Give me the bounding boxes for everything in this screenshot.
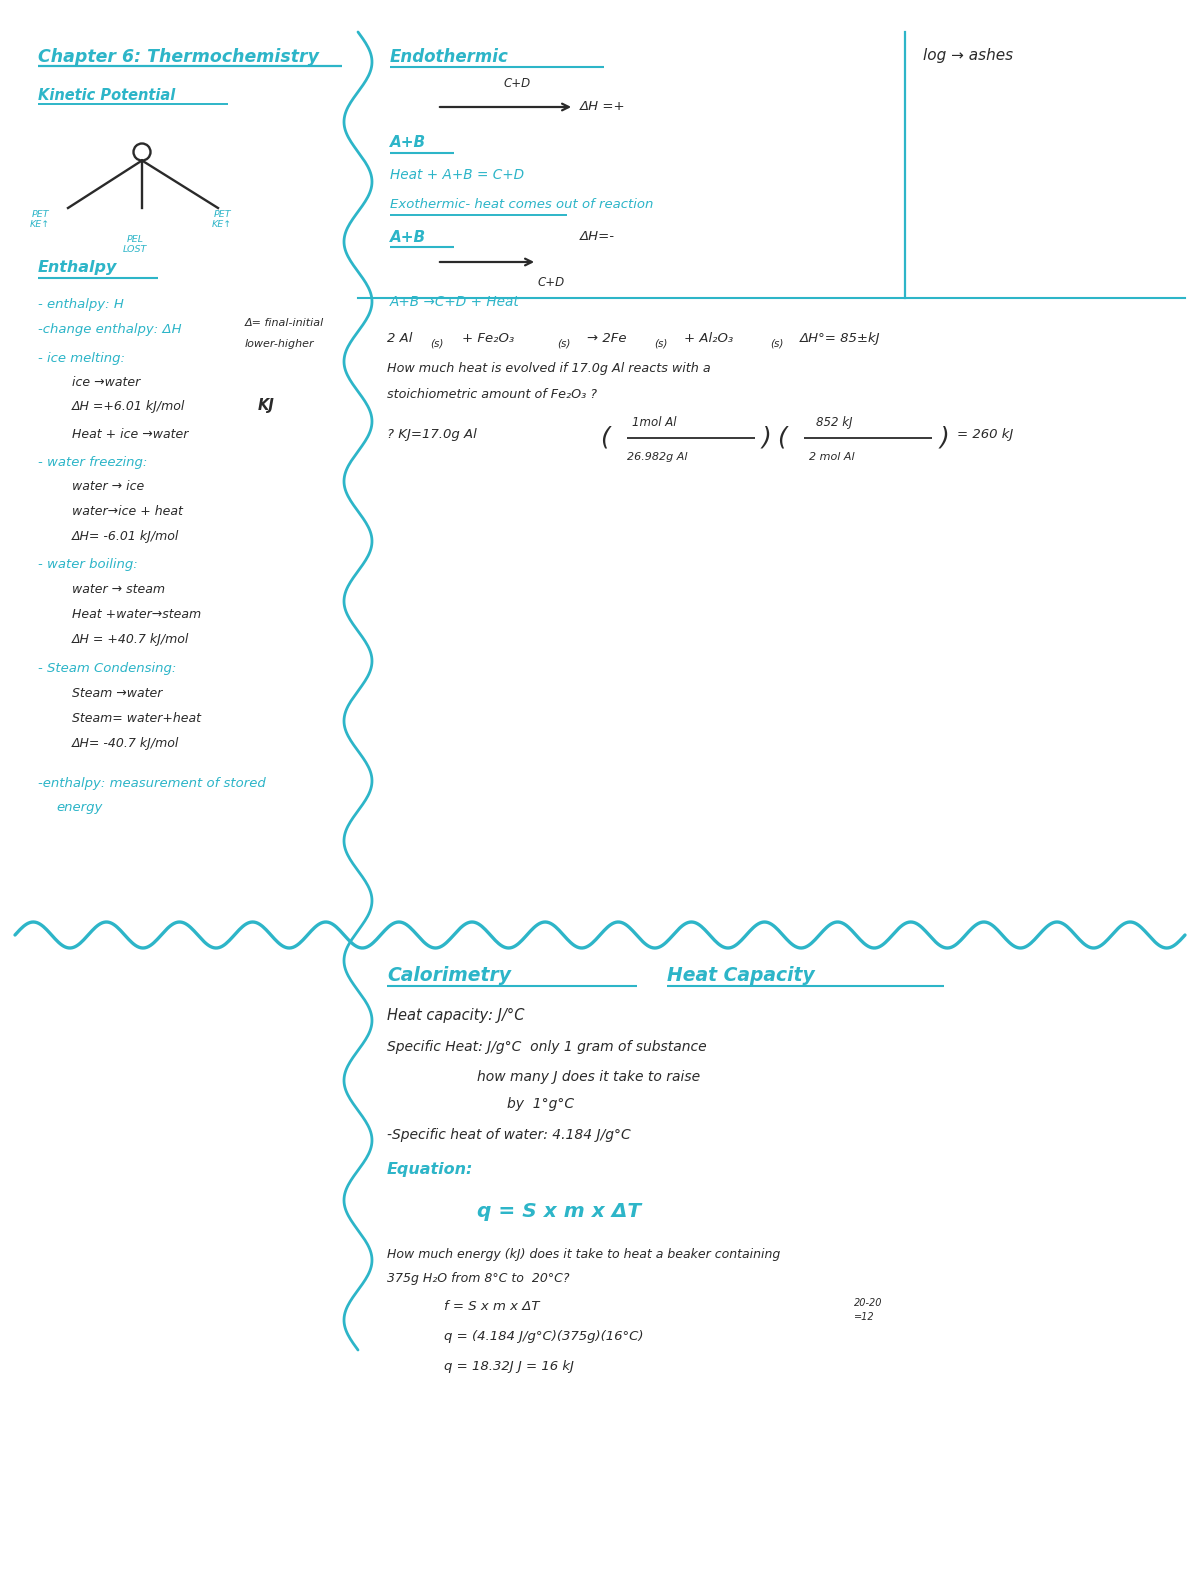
- Text: C+D: C+D: [538, 276, 564, 289]
- Text: PET
KE↑: PET KE↑: [212, 210, 232, 229]
- Text: (s): (s): [557, 339, 570, 349]
- Text: stoichiometric amount of Fe₂O₃ ?: stoichiometric amount of Fe₂O₃ ?: [386, 388, 598, 400]
- Text: A+B: A+B: [390, 229, 426, 245]
- Text: -change enthalpy: ΔH: -change enthalpy: ΔH: [38, 323, 181, 336]
- Text: C+D: C+D: [504, 77, 532, 89]
- Text: Enthalpy: Enthalpy: [38, 261, 118, 275]
- Text: (: (: [778, 425, 787, 451]
- Text: KJ: KJ: [258, 399, 275, 413]
- Text: Steam →water: Steam →water: [72, 688, 162, 700]
- Text: ): ): [762, 425, 772, 451]
- Text: Heat +water→steam: Heat +water→steam: [72, 608, 202, 622]
- Text: ΔH =+6.01 kJ/mol: ΔH =+6.01 kJ/mol: [72, 400, 185, 413]
- Text: Calorimetry: Calorimetry: [386, 966, 511, 984]
- Text: PET
KE↑: PET KE↑: [30, 210, 50, 229]
- Text: ΔH = +40.7 kJ/mol: ΔH = +40.7 kJ/mol: [72, 633, 190, 645]
- Text: = 260 kJ: = 260 kJ: [958, 429, 1013, 441]
- Text: - enthalpy: H: - enthalpy: H: [38, 298, 124, 311]
- Text: Δ= final-initial: Δ= final-initial: [245, 319, 324, 328]
- Text: energy: energy: [56, 801, 102, 813]
- Text: A+B: A+B: [390, 135, 426, 151]
- Text: A+B →C+D + Heat: A+B →C+D + Heat: [390, 295, 520, 309]
- Text: 1mol Al: 1mol Al: [632, 416, 677, 429]
- Text: Steam= water+heat: Steam= water+heat: [72, 713, 202, 725]
- Text: lower-higher: lower-higher: [245, 339, 314, 349]
- Text: + Fe₂O₃: + Fe₂O₃: [462, 331, 515, 345]
- Text: 26.982g Al: 26.982g Al: [628, 452, 688, 462]
- Text: log → ashes: log → ashes: [923, 49, 1013, 63]
- Text: =12: =12: [854, 1313, 875, 1322]
- Text: ): ): [940, 425, 949, 451]
- Text: 852 kJ: 852 kJ: [816, 416, 852, 429]
- Text: (s): (s): [770, 339, 784, 349]
- Text: → 2Fe: → 2Fe: [587, 331, 626, 345]
- Text: ice →water: ice →water: [72, 375, 140, 389]
- Text: (: (: [600, 425, 610, 451]
- Text: ? KJ=17.0g Al: ? KJ=17.0g Al: [386, 429, 476, 441]
- Text: 20-20: 20-20: [854, 1298, 882, 1308]
- Text: water → ice: water → ice: [72, 480, 144, 493]
- Text: Heat + A+B = C+D: Heat + A+B = C+D: [390, 168, 524, 182]
- Text: 2 Al: 2 Al: [386, 331, 413, 345]
- Text: PEL
LOST: PEL LOST: [122, 236, 148, 254]
- Text: - water boiling:: - water boiling:: [38, 557, 138, 571]
- Text: How much energy (kJ) does it take to heat a beaker containing: How much energy (kJ) does it take to hea…: [386, 1248, 780, 1261]
- Text: 375g H₂O from 8°C to  20°C?: 375g H₂O from 8°C to 20°C?: [386, 1272, 570, 1284]
- Text: q = S x m x ΔT: q = S x m x ΔT: [476, 1203, 641, 1221]
- Text: Kinetic Potential: Kinetic Potential: [38, 88, 175, 104]
- Text: - Steam Condensing:: - Steam Condensing:: [38, 663, 176, 675]
- Text: How much heat is evolved if 17.0g Al reacts with a: How much heat is evolved if 17.0g Al rea…: [386, 363, 710, 375]
- Text: Specific Heat: J/g°C  only 1 gram of substance: Specific Heat: J/g°C only 1 gram of subs…: [386, 1039, 707, 1053]
- Text: how many J does it take to raise: how many J does it take to raise: [476, 1071, 700, 1083]
- Text: by  1°g°C: by 1°g°C: [508, 1097, 574, 1112]
- Text: Equation:: Equation:: [386, 1162, 473, 1178]
- Text: -Specific heat of water: 4.184 J/g°C: -Specific heat of water: 4.184 J/g°C: [386, 1127, 631, 1141]
- Text: ΔH=-: ΔH=-: [580, 229, 616, 243]
- Text: (s): (s): [654, 339, 667, 349]
- Text: ΔH= -6.01 kJ/mol: ΔH= -6.01 kJ/mol: [72, 531, 179, 543]
- Text: - water freezing:: - water freezing:: [38, 455, 148, 469]
- Text: 2 mol Al: 2 mol Al: [809, 452, 854, 462]
- Text: f = S x m x ΔT: f = S x m x ΔT: [444, 1300, 540, 1313]
- Text: + Al₂O₃: + Al₂O₃: [684, 331, 733, 345]
- Text: Heat capacity: J/°C: Heat capacity: J/°C: [386, 1008, 524, 1024]
- Text: ΔH= -40.7 kJ/mol: ΔH= -40.7 kJ/mol: [72, 736, 179, 750]
- Text: Chapter 6: Thermochemistry: Chapter 6: Thermochemistry: [38, 49, 319, 66]
- Text: -enthalpy: measurement of stored: -enthalpy: measurement of stored: [38, 777, 265, 790]
- Text: water→ice + heat: water→ice + heat: [72, 506, 182, 518]
- Text: Heat + ice →water: Heat + ice →water: [72, 429, 188, 441]
- Text: Heat Capacity: Heat Capacity: [667, 966, 815, 984]
- Text: Exothermic- heat comes out of reaction: Exothermic- heat comes out of reaction: [390, 198, 653, 210]
- Text: ΔH°= 85±kJ: ΔH°= 85±kJ: [800, 331, 881, 345]
- Text: ΔH =+: ΔH =+: [580, 100, 625, 113]
- Text: Endothermic: Endothermic: [390, 49, 509, 66]
- Text: q = 18.32J J = 16 kJ: q = 18.32J J = 16 kJ: [444, 1360, 574, 1374]
- Text: (s): (s): [430, 339, 443, 349]
- Text: - ice melting:: - ice melting:: [38, 352, 125, 364]
- Text: water → steam: water → steam: [72, 582, 166, 597]
- Text: q = (4.184 J/g°C)(375g)(16°C): q = (4.184 J/g°C)(375g)(16°C): [444, 1330, 643, 1342]
